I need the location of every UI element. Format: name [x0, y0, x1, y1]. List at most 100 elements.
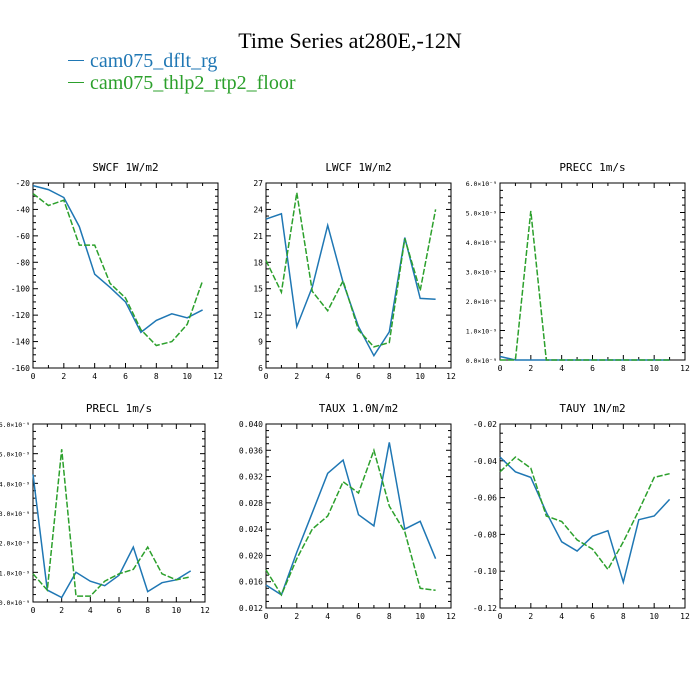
y-tick-label-0-1: -140	[11, 338, 30, 347]
y-tick-label-4-5: 0.032	[239, 473, 263, 482]
x-tick-label-5-1: 2	[528, 612, 533, 621]
y-tick-label-2-1: 1.0×10⁻⁹	[466, 328, 497, 336]
x-tick-label-1-0: 0	[264, 372, 269, 381]
y-tick-label-4-4: 0.028	[239, 499, 263, 508]
series-line-4-0	[265, 442, 437, 597]
x-tick-label-4-2: 4	[325, 612, 330, 621]
y-tick-label-1-0: 6	[258, 364, 263, 373]
x-tick-label-5-3: 6	[590, 612, 595, 621]
series-line-1-0	[265, 212, 436, 358]
panel-title-5: TAUY 1N/m2	[559, 402, 625, 415]
panel-2: PRECC 1m/s 0 2 4 6 8 10 12 0.0×10⁻⁹ 1.0×10⁻⁹ 2.0×1…	[466, 161, 690, 373]
series-line-2-1	[500, 210, 670, 361]
panel-title-1: LWCF 1W/m2	[325, 161, 391, 174]
y-tick-label-0-0: -160	[11, 364, 30, 373]
x-tick-label-0-6: 12	[213, 372, 223, 381]
x-tick-label-2-4: 8	[621, 364, 626, 373]
x-tick-label-0-4: 8	[154, 372, 159, 381]
y-tick-label-3-4: 4.0×10⁻⁹	[0, 480, 30, 488]
series-line-5-0	[499, 456, 671, 586]
y-tick-label-2-3: 3.0×10⁻⁹	[466, 269, 497, 277]
x-tick-label-4-4: 8	[387, 612, 392, 621]
x-tick-label-1-2: 4	[325, 372, 330, 381]
x-tick-label-5-5: 10	[649, 612, 659, 621]
x-tick-label-0-3: 6	[123, 372, 128, 381]
y-tick-label-3-1: 1.0×10⁻⁹	[0, 569, 30, 577]
x-tick-label-1-3: 6	[356, 372, 361, 381]
x-tick-label-3-2: 4	[88, 606, 93, 615]
series-line-3-1	[32, 449, 191, 597]
y-tick-label-2-6: 6.0×10⁻⁹	[466, 180, 497, 188]
panel-frame-5	[499, 423, 686, 609]
x-tick-label-5-6: 12	[680, 612, 690, 621]
x-tick-label-0-2: 4	[92, 372, 97, 381]
y-tick-label-1-5: 21	[253, 232, 263, 241]
y-tick-label-5-5: -0.02	[473, 420, 497, 429]
x-tick-label-5-2: 4	[559, 612, 564, 621]
legend-item-0: cam075_dflt_rg	[68, 50, 296, 72]
y-tick-label-4-7: 0.040	[239, 420, 263, 429]
x-tick-label-3-5: 10	[172, 606, 182, 615]
panel-title-4: TAUX 1.0N/m2	[319, 402, 398, 415]
panel-3: PRECL 1m/s 0 2 4 6 8 10 12 0.0×10⁻⁹ 1.0×10⁻⁹ 2.0×1…	[0, 402, 210, 615]
y-tick-label-0-7: -20	[16, 179, 31, 188]
y-tick-label-1-6: 24	[253, 205, 263, 214]
y-tick-label-1-1: 9	[258, 338, 263, 347]
y-tick-label-0-5: -60	[16, 232, 31, 241]
x-tick-label-3-1: 2	[59, 606, 64, 615]
y-tick-label-1-4: 18	[253, 258, 263, 267]
panel-title-2: PRECC 1m/s	[559, 161, 625, 174]
x-tick-label-1-4: 8	[387, 372, 392, 381]
panel-title-3: PRECL 1m/s	[86, 402, 152, 415]
y-tick-label-3-3: 3.0×10⁻⁹	[0, 510, 30, 518]
x-tick-label-2-5: 10	[649, 364, 659, 373]
y-tick-label-5-3: -0.06	[473, 494, 497, 503]
y-tick-label-1-3: 15	[253, 285, 263, 294]
x-tick-label-2-0: 0	[498, 364, 503, 373]
y-tick-label-1-7: 27	[253, 179, 263, 188]
y-tick-label-3-6: 6.0×10⁻⁹	[0, 421, 30, 429]
y-tick-label-1-2: 12	[253, 311, 263, 320]
y-tick-label-3-2: 2.0×10⁻⁹	[0, 540, 30, 548]
y-tick-label-5-0: -0.12	[473, 604, 497, 613]
y-tick-label-4-2: 0.020	[239, 551, 263, 560]
y-tick-label-5-4: -0.04	[473, 457, 497, 466]
panel-4: TAUX 1.0N/m2 0 2 4 6 8 10 12 0.012 0.016 0.020 0.02…	[239, 402, 456, 621]
series-line-4-1	[265, 447, 436, 597]
x-tick-label-5-4: 8	[621, 612, 626, 621]
legend-swatch-0	[68, 59, 84, 61]
x-tick-label-4-0: 0	[264, 612, 269, 621]
y-tick-label-4-6: 0.036	[239, 446, 263, 455]
y-tick-label-3-0: 0.0×10⁻⁹	[0, 599, 30, 607]
x-tick-label-2-6: 12	[680, 364, 690, 373]
x-tick-label-1-5: 10	[415, 372, 425, 381]
x-tick-label-3-4: 8	[145, 606, 150, 615]
y-tick-label-2-2: 2.0×10⁻⁹	[466, 298, 497, 306]
legend-label-1: cam075_thlp2_rtp2_floor	[90, 72, 296, 94]
x-tick-label-3-0: 0	[31, 606, 36, 615]
y-tick-label-0-3: -100	[11, 285, 30, 294]
panel-frame-2	[499, 182, 686, 361]
panel-5: TAUY 1N/m2 0 2 4 6 8 10 12 -0.12 -0.10 -0.08 -0.06 -…	[473, 402, 690, 621]
x-tick-label-5-0: 0	[498, 612, 503, 621]
series-line-5-1	[499, 456, 670, 571]
series-line-0-1	[32, 193, 204, 347]
y-tick-label-2-4: 4.0×10⁻⁹	[466, 239, 497, 247]
x-tick-label-1-6: 12	[446, 372, 456, 381]
x-tick-label-4-1: 2	[294, 612, 299, 621]
y-tick-label-3-5: 5.0×10⁻⁹	[0, 451, 30, 459]
y-tick-label-0-2: -120	[11, 311, 30, 320]
x-tick-label-0-5: 10	[182, 372, 192, 381]
x-tick-label-4-5: 10	[415, 612, 425, 621]
y-tick-label-2-5: 5.0×10⁻⁹	[466, 210, 497, 218]
y-tick-label-4-0: 0.012	[239, 604, 263, 613]
y-tick-label-4-1: 0.016	[239, 578, 263, 587]
y-tick-label-4-3: 0.024	[239, 525, 263, 534]
x-tick-label-2-3: 6	[590, 364, 595, 373]
x-tick-label-1-1: 2	[294, 372, 299, 381]
panel-frame-0	[32, 182, 219, 369]
x-tick-label-2-2: 4	[559, 364, 564, 373]
